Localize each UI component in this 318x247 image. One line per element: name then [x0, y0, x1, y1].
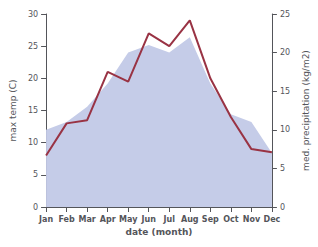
svg-text:May: May: [119, 215, 138, 224]
svg-text:Sep: Sep: [202, 215, 219, 224]
svg-text:Feb: Feb: [58, 215, 75, 224]
svg-text:max temp (C): max temp (C): [8, 79, 18, 141]
svg-text:0: 0: [33, 203, 38, 212]
svg-text:15: 15: [28, 106, 38, 115]
svg-text:5: 5: [280, 164, 285, 173]
svg-text:med. precipitation (kg/m2): med. precipitation (kg/m2): [301, 50, 311, 171]
svg-text:20: 20: [280, 48, 290, 57]
svg-text:0: 0: [280, 203, 285, 212]
svg-text:date (month): date (month): [126, 227, 193, 237]
svg-text:5: 5: [33, 170, 38, 179]
svg-text:Apr: Apr: [100, 215, 116, 224]
svg-text:Jul: Jul: [163, 215, 176, 224]
svg-text:10: 10: [28, 138, 38, 147]
svg-text:15: 15: [280, 87, 290, 96]
svg-text:25: 25: [28, 42, 38, 51]
svg-text:30: 30: [28, 10, 38, 19]
svg-text:Jan: Jan: [38, 215, 53, 224]
svg-text:Aug: Aug: [181, 215, 199, 224]
svg-text:Oct: Oct: [223, 215, 239, 224]
svg-text:20: 20: [28, 74, 38, 83]
svg-text:Jun: Jun: [141, 215, 157, 224]
svg-text:10: 10: [280, 125, 290, 134]
svg-text:Dec: Dec: [264, 215, 281, 224]
svg-text:Nov: Nov: [243, 215, 261, 224]
svg-text:Mar: Mar: [78, 215, 95, 224]
svg-text:25: 25: [280, 10, 290, 19]
